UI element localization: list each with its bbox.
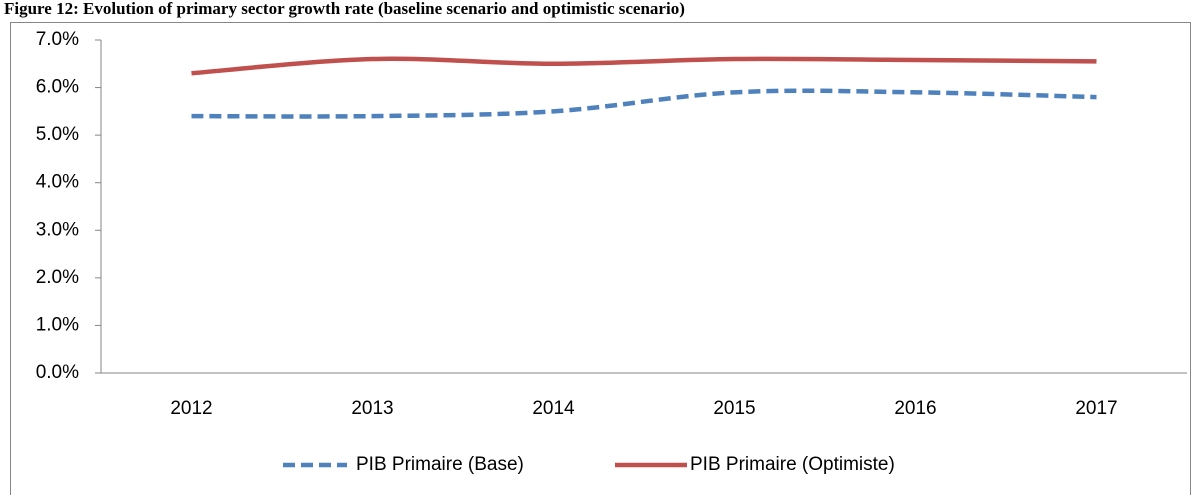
x-tick-label: 2017 bbox=[1075, 398, 1117, 419]
x-tick-label: 2013 bbox=[351, 398, 393, 419]
legend-label: PIB Primaire (Base) bbox=[356, 454, 524, 475]
y-tick-label: 7.0% bbox=[36, 29, 79, 50]
y-tick-label: 1.0% bbox=[36, 314, 79, 335]
x-tick-label: 2012 bbox=[170, 398, 212, 419]
x-tick-label: 2015 bbox=[713, 398, 755, 419]
y-tick-label: 4.0% bbox=[36, 172, 79, 193]
line-series bbox=[191, 88, 1097, 119]
legend-label: PIB Primaire (Optimiste) bbox=[690, 454, 895, 475]
y-tick-label: 2.0% bbox=[36, 267, 79, 288]
chart-title: Figure 12: Evolution of primary sector g… bbox=[4, 0, 685, 18]
line-series bbox=[191, 56, 1097, 76]
x-tick-label: 2014 bbox=[532, 398, 575, 419]
y-tick-label: 0.0% bbox=[36, 362, 79, 383]
y-tick-label: 5.0% bbox=[36, 124, 79, 145]
y-tick-label: 3.0% bbox=[36, 219, 79, 240]
x-tick-label: 2016 bbox=[894, 398, 936, 419]
chart-border bbox=[10, 22, 1191, 495]
y-tick-label: 6.0% bbox=[36, 77, 79, 98]
